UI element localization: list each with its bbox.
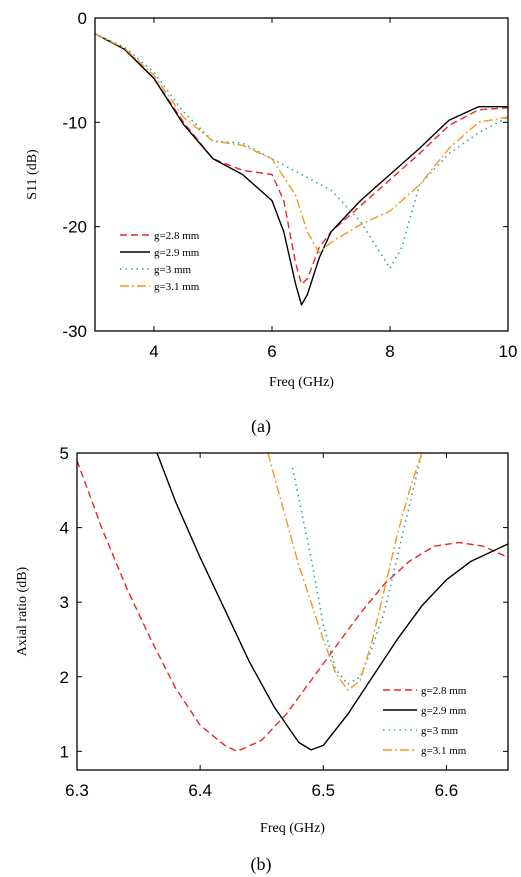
series-line-1	[77, 460, 508, 753]
y-axis-label: S11 (dB)	[25, 149, 40, 200]
y-tick-label: -10	[62, 113, 87, 132]
series-line-4	[95, 33, 508, 254]
x-tick-label: 8	[385, 342, 394, 361]
y-tick-label: 0	[78, 9, 87, 28]
panel-caption: (b)	[251, 854, 272, 875]
x-tick-label: 6.6	[435, 781, 459, 800]
legend: g=2.8 mm g=2.9 mm g=3 mm g=3.1 mm	[383, 685, 467, 757]
x-tick-label: 6.5	[311, 781, 335, 800]
y-tick-label: -20	[62, 218, 87, 237]
y-tick-label: 2	[60, 668, 69, 687]
plot-area	[95, 32, 508, 306]
series-line-2	[156, 453, 508, 751]
x-axis-label: Freq (GHz)	[269, 375, 334, 390]
series-line-1	[95, 33, 508, 285]
y-tick-label: 1	[60, 742, 69, 761]
y-tick-label: 3	[60, 593, 69, 612]
legend-label-1: g=2.8 mm	[154, 230, 200, 242]
x-tick-label: 4	[149, 342, 158, 361]
legend-label-1: g=2.8 mm	[421, 685, 467, 697]
series-line-3	[291, 453, 423, 686]
plot-frame	[94, 17, 509, 332]
legend-label-4: g=3.1 mm	[154, 281, 200, 293]
x-tick-label: 10	[499, 342, 518, 361]
plot-area	[77, 453, 508, 753]
y-axis-label: Axial ratio (dB)	[15, 566, 30, 656]
panel-caption: (a)	[251, 416, 271, 437]
x-tick-label: 6	[267, 342, 276, 361]
series-line-4	[267, 453, 423, 691]
legend: g=2.8 mm g=2.9 mm g=3 mm g=3.1 mm	[120, 230, 200, 293]
x-axis-label: Freq (GHz)	[260, 821, 325, 836]
x-tick-label: 6.4	[188, 781, 212, 800]
y-tick-label: 4	[60, 519, 69, 538]
series-line-2	[95, 33, 508, 306]
x-tick-label: 6.3	[65, 781, 89, 800]
y-tick-label: -30	[62, 322, 87, 341]
chart-panel-a: 4 6 8 10 0 -10 -20 -30 Freq (GHz) S11 (dB) (a) g=2.…	[25, 9, 517, 437]
legend-label-2: g=2.9 mm	[421, 705, 467, 717]
legend-label-3: g=3 mm	[421, 725, 459, 737]
plot-frame	[76, 452, 509, 771]
legend-label-3: g=3 mm	[154, 264, 192, 276]
series-line-3	[95, 32, 508, 270]
legend-label-2: g=2.9 mm	[154, 247, 200, 259]
y-tick-label: 5	[60, 444, 69, 463]
chart-panel-b: 6.3 6.4 6.5 6.6 1 2 3 4 5 Freq (GHz) Axial ratio (…	[15, 444, 509, 875]
legend-label-4: g=3.1 mm	[421, 745, 467, 757]
